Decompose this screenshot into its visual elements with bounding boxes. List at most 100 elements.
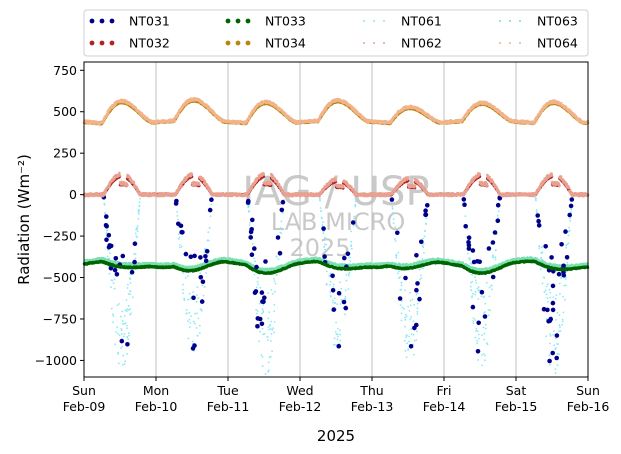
NT061-point bbox=[325, 270, 328, 273]
NT061-point bbox=[412, 333, 415, 336]
NT061-point bbox=[409, 291, 411, 294]
NT061-point bbox=[354, 198, 357, 201]
NT061-point bbox=[545, 293, 548, 296]
NT061-point bbox=[106, 229, 109, 232]
NT061-point bbox=[478, 337, 480, 340]
NT061-point bbox=[471, 295, 473, 297]
NT031-point bbox=[331, 307, 337, 312]
NT061-point bbox=[350, 240, 353, 243]
NT061-point bbox=[558, 353, 560, 355]
NT061-point bbox=[543, 291, 546, 293]
NT061-point bbox=[205, 272, 208, 274]
NT061-point bbox=[103, 202, 106, 205]
NT061-point bbox=[411, 298, 414, 301]
NT061-point bbox=[261, 312, 263, 315]
NT061-point bbox=[273, 280, 276, 283]
NT061-point bbox=[464, 215, 467, 218]
NT061-point bbox=[324, 236, 326, 239]
NT061-point bbox=[549, 363, 551, 366]
NT061-point bbox=[487, 308, 490, 311]
NT031-point bbox=[414, 287, 419, 293]
NT031-point bbox=[463, 224, 469, 229]
NT061-point bbox=[474, 319, 476, 321]
NT031-point bbox=[417, 296, 422, 302]
NT061-point bbox=[483, 338, 486, 341]
NT061-point bbox=[136, 230, 139, 233]
NT061-point bbox=[122, 363, 124, 366]
NT061-point bbox=[202, 294, 205, 297]
NT061-point bbox=[332, 344, 335, 346]
NT061-point bbox=[392, 212, 395, 215]
NT061-point bbox=[320, 210, 322, 213]
NT061-point bbox=[397, 272, 399, 275]
NT031-point bbox=[259, 321, 265, 327]
NT061-point bbox=[258, 340, 260, 343]
NT061-point bbox=[331, 299, 334, 302]
NT061-point bbox=[261, 356, 264, 358]
NT031-point bbox=[330, 288, 336, 293]
NT061-point bbox=[334, 301, 337, 304]
NT061-point bbox=[123, 333, 126, 335]
NT061-point bbox=[568, 226, 570, 229]
NT061-point bbox=[255, 286, 258, 289]
NT061-point bbox=[208, 227, 211, 229]
NT061-point bbox=[400, 319, 403, 322]
legend-item-NT062: NT062 bbox=[363, 36, 442, 51]
NT061-point bbox=[117, 353, 119, 355]
NT061-point bbox=[344, 295, 347, 298]
NT061-point bbox=[107, 249, 109, 252]
NT061-point bbox=[400, 281, 403, 284]
NT061-point bbox=[193, 320, 195, 323]
NT061-point bbox=[534, 198, 537, 201]
legend-marker bbox=[499, 20, 501, 22]
NT061-point bbox=[415, 293, 418, 296]
NT061-point bbox=[268, 311, 271, 313]
NT061-point bbox=[412, 320, 415, 323]
NT061-point bbox=[179, 246, 181, 249]
NT061-point bbox=[469, 285, 472, 288]
NT031-point bbox=[280, 199, 286, 205]
NT061-point bbox=[273, 290, 276, 293]
NT061-point bbox=[262, 309, 265, 312]
NT061-point bbox=[198, 324, 201, 327]
NT061-point bbox=[409, 304, 412, 307]
NT061-point bbox=[269, 324, 271, 327]
NT061-point bbox=[345, 279, 348, 282]
NT061-point bbox=[472, 292, 474, 295]
NT061-point bbox=[319, 199, 321, 202]
NT061-point bbox=[482, 296, 485, 299]
NT061-point bbox=[129, 313, 132, 316]
NT061-point bbox=[259, 330, 261, 333]
NT061-point bbox=[268, 369, 270, 371]
NT061-point bbox=[345, 274, 348, 276]
NT061-point bbox=[476, 287, 479, 290]
NT061-point bbox=[127, 332, 130, 334]
NT061-point bbox=[263, 332, 266, 335]
NT061-point bbox=[400, 312, 403, 315]
NT031-point bbox=[183, 251, 189, 257]
NT061-point bbox=[472, 320, 474, 323]
NT061-point bbox=[570, 208, 572, 211]
NT061-point bbox=[329, 291, 332, 294]
NT061-point bbox=[556, 352, 559, 355]
NT061-point bbox=[344, 289, 347, 291]
NT061-point bbox=[558, 324, 561, 326]
NT061-point bbox=[552, 334, 555, 336]
NT061-point bbox=[569, 217, 571, 220]
NT061-point bbox=[398, 277, 400, 280]
NT031-point bbox=[470, 248, 476, 253]
legend-marker bbox=[235, 18, 241, 24]
NT061-point bbox=[554, 348, 557, 351]
NT061-point bbox=[190, 315, 193, 317]
NT061-point bbox=[110, 307, 113, 310]
NT061-point bbox=[187, 298, 189, 301]
NT061-point bbox=[412, 353, 415, 356]
NT061-point bbox=[280, 228, 283, 231]
NT061-point bbox=[558, 330, 560, 333]
NT061-point bbox=[251, 242, 254, 245]
NT031-point bbox=[104, 214, 109, 219]
legend-label: NT064 bbox=[537, 36, 578, 51]
NT031-point bbox=[119, 338, 125, 344]
NT061-point bbox=[497, 210, 500, 213]
